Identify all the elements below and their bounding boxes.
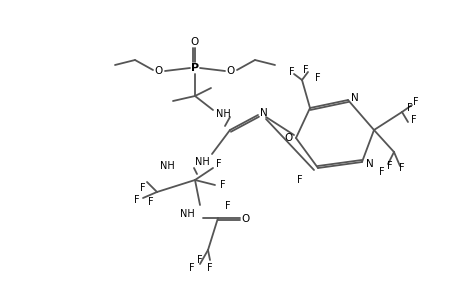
Text: F: F (289, 67, 294, 77)
Text: N: N (365, 159, 373, 169)
Text: F: F (406, 103, 412, 113)
Text: F: F (412, 97, 418, 107)
Text: F: F (140, 183, 146, 193)
Text: F: F (197, 255, 202, 265)
Text: F: F (297, 175, 302, 185)
Text: F: F (410, 115, 416, 125)
Text: NH: NH (159, 161, 174, 171)
Text: P: P (190, 63, 199, 73)
Text: F: F (148, 197, 153, 207)
Text: F: F (386, 161, 392, 171)
Text: F: F (378, 167, 384, 177)
Text: O: O (226, 66, 235, 76)
Text: F: F (314, 73, 320, 83)
Text: N: N (259, 108, 267, 118)
Text: O: O (190, 37, 199, 47)
Text: F: F (225, 201, 230, 211)
Text: NH: NH (194, 157, 209, 167)
Text: F: F (302, 65, 308, 75)
Text: F: F (220, 180, 225, 190)
Text: NH: NH (179, 209, 194, 219)
Text: NH: NH (215, 109, 230, 119)
Text: F: F (216, 159, 221, 169)
Text: F: F (189, 263, 195, 273)
Text: O: O (284, 133, 292, 143)
Text: O: O (241, 214, 250, 224)
Text: F: F (398, 163, 404, 173)
Text: F: F (207, 263, 213, 273)
Text: O: O (155, 66, 163, 76)
Text: N: N (350, 93, 358, 103)
Text: F: F (134, 195, 140, 205)
